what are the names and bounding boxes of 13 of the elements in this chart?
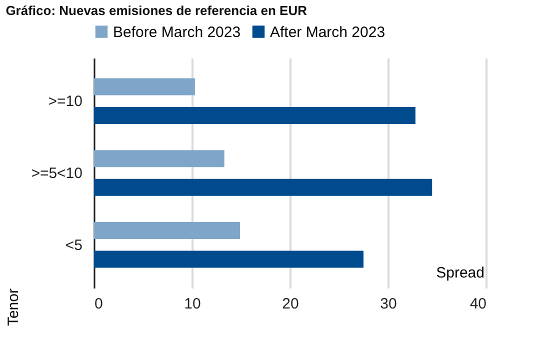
y-tick-label: <5: [65, 236, 82, 254]
x-tick-label: 20: [282, 296, 299, 312]
legend-label: After March 2023: [270, 24, 386, 41]
y-tick-label: >=5<10: [31, 165, 82, 182]
y-axis-title: Tenor: [5, 288, 22, 326]
x-axis-title: Spread: [436, 264, 484, 282]
x-tick-label: 40: [470, 296, 486, 312]
chart-title: Gráfico: Nuevas emisiones de referencia en EUR: [6, 3, 308, 18]
y-tick-label: >=10: [48, 93, 82, 110]
x-tick-label: 10: [184, 296, 201, 312]
x-tick-label: 30: [380, 296, 397, 312]
legend-label: Before March 2023: [113, 24, 241, 41]
x-tick-label: 0: [94, 296, 103, 312]
